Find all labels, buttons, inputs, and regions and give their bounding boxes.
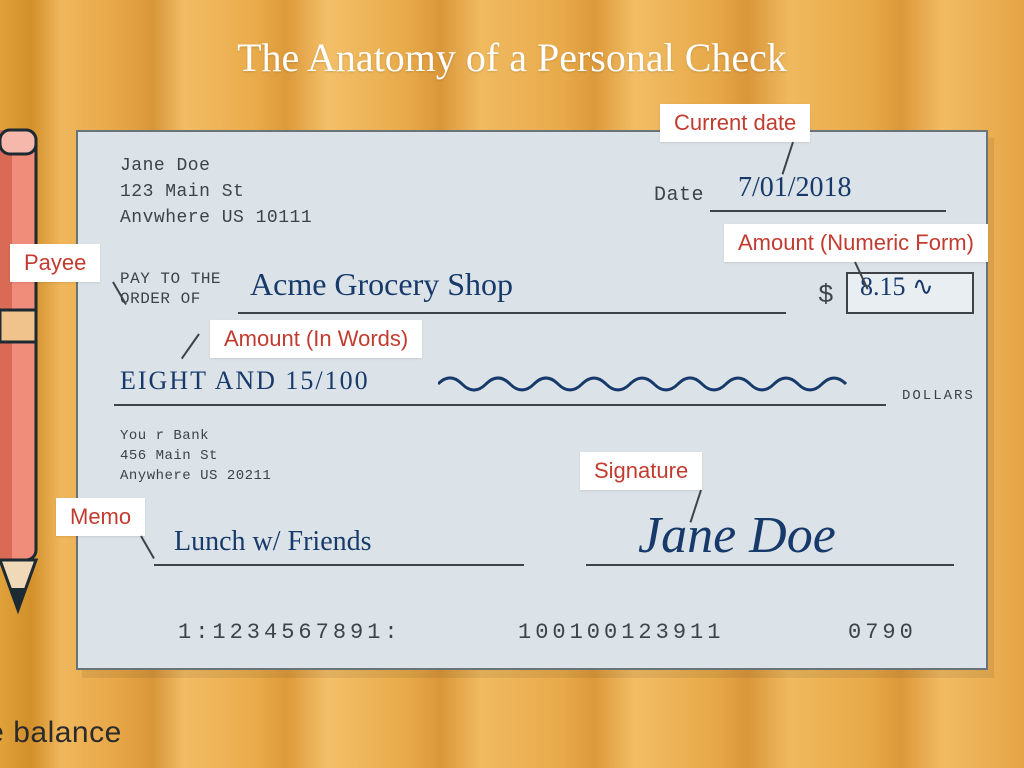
amount-words: EIGHT AND 15/100 (120, 366, 370, 396)
dollars-label: DOLLARS (902, 388, 975, 404)
amount-words-wavy (438, 372, 848, 396)
label-current-date: Current date (660, 104, 810, 142)
bank-street: 456 Main St (120, 448, 218, 464)
payer-street: 123 Main St (120, 182, 244, 202)
payee-underline (238, 312, 786, 314)
page-title: The Anatomy of a Personal Check (0, 34, 1024, 81)
signature-value: Jane Doe (638, 506, 836, 565)
infographic-stage: The Anatomy of a Personal Check Jane Doe… (0, 0, 1024, 768)
label-memo: Memo (56, 498, 145, 536)
bank-city: Anywhere US 20211 (120, 468, 271, 484)
memo-value: Lunch w/ Friends (174, 526, 372, 558)
date-underline (710, 210, 946, 212)
label-amount-numeric: Amount (Numeric Form) (724, 224, 988, 262)
micr-checkno: 0790 (848, 620, 917, 645)
signature-underline (586, 564, 954, 566)
micr-routing: 1:1234567891: (178, 620, 402, 645)
label-payee: Payee (10, 244, 100, 282)
bank-name: You r Bank (120, 428, 209, 444)
payto-label-2: ORDER OF (120, 290, 201, 308)
payer-name: Jane Doe (120, 156, 210, 176)
payer-city: Anvwhere US 10111 (120, 208, 312, 228)
amount-numeric: 8.15 ∿ (860, 272, 934, 302)
payto-label-1: PAY TO THE (120, 270, 221, 288)
label-amount-words: Amount (In Words) (210, 320, 422, 358)
currency-symbol: $ (818, 280, 834, 310)
date-label: Date (654, 184, 704, 207)
personal-check: Jane Doe 123 Main St Anvwhere US 10111 D… (76, 130, 988, 670)
date-value: 7/01/2018 (738, 172, 852, 204)
label-signature: Signature (580, 452, 702, 490)
micr-account: 100100123911 (518, 620, 724, 645)
brand-watermark: he balance (0, 716, 122, 750)
payee-value: Acme Grocery Shop (250, 266, 513, 303)
memo-underline (154, 564, 524, 566)
amount-words-underline (114, 404, 886, 406)
pencil-illustration (0, 110, 42, 630)
